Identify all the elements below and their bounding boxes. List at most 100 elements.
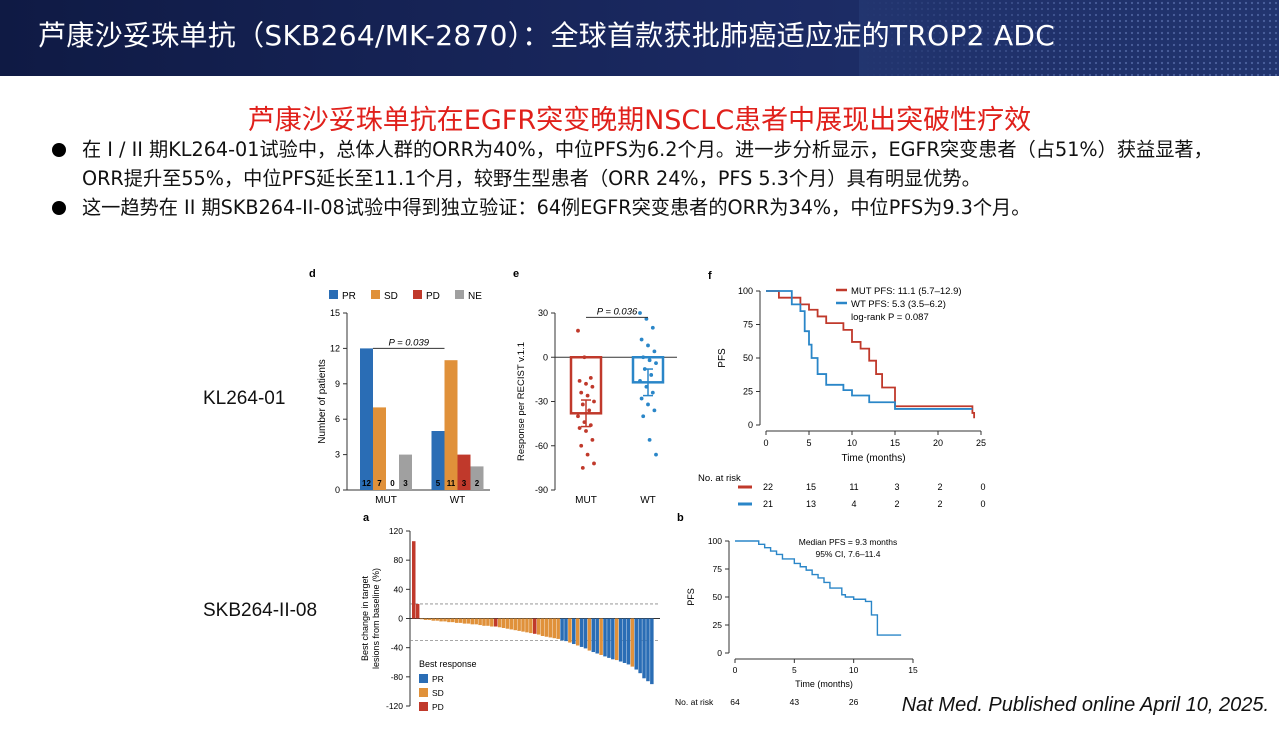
waterfall-bar <box>548 618 553 638</box>
waterfall-bar <box>591 618 596 653</box>
risk-value: 64 <box>730 697 740 707</box>
waterfall-bar <box>544 618 549 637</box>
waterfall-bar <box>482 618 486 626</box>
bullet-text: 这一趋势在 II 期SKB264-II-08试验中得到独立验证：64例EGFR突… <box>82 196 1031 219</box>
x-tick-label: MUT <box>375 495 397 506</box>
data-point <box>638 378 642 383</box>
y-tick-label: 50 <box>743 353 753 363</box>
median-annotation: 95% CI, 7.6–11.4 <box>815 549 880 559</box>
km-curve-wt <box>766 290 973 410</box>
waterfall-bar <box>509 618 514 630</box>
data-point <box>649 373 654 377</box>
waterfall-bar <box>470 618 475 625</box>
bar-value-label: 12 <box>362 479 371 488</box>
risk-value: 15 <box>806 482 816 492</box>
y-tick-label: 6 <box>335 414 340 424</box>
chart-panel-f: f 0 25 50 75 100 0 5 10 15 20 25 Time (months) PFS MUT… <box>696 265 1001 510</box>
bar-value-label: 7 <box>377 479 382 488</box>
waterfall-bar <box>435 618 439 621</box>
risk-value: 43 <box>790 697 800 707</box>
waterfall-bar <box>622 618 627 663</box>
y-tick-label: -80 <box>391 672 404 682</box>
waterfall-bar <box>603 618 607 657</box>
legend-label: SD <box>384 291 398 302</box>
p-value-label: P = 0.039 <box>388 337 429 348</box>
waterfall-bar <box>575 618 580 646</box>
y-axis-label: Response per RECIST v.1.1 <box>516 342 527 461</box>
row-label-kl264: KL264-01 <box>203 388 286 409</box>
risk-value: 0 <box>980 499 985 509</box>
legend-label: PR <box>342 291 356 302</box>
data-point <box>652 349 657 354</box>
data-point <box>654 452 658 457</box>
section-subtitle: 芦康沙妥珠单抗在EGFR突变晚期NSCLC患者中展现出突破性疗效 <box>247 105 1032 136</box>
bullet-dot-icon <box>52 143 66 157</box>
data-point <box>642 367 647 371</box>
data-point <box>641 414 646 419</box>
legend-label: SD <box>432 688 444 698</box>
chart-panel-a: a 120 80 40 0 -40 -80 -120 Best change in target… <box>355 511 665 716</box>
risk-value: 4 <box>851 499 856 509</box>
data-point <box>646 343 650 348</box>
legend-swatch <box>419 702 428 711</box>
legend-swatch <box>413 290 422 299</box>
waterfall-bar <box>560 618 564 641</box>
data-point <box>577 378 582 383</box>
x-tick-label: 15 <box>890 438 900 448</box>
waterfall-bar <box>423 618 428 620</box>
data-point <box>580 465 585 470</box>
y-axis-label-line2: lesions from baseline (%) <box>371 568 381 669</box>
banner-decoration <box>859 0 1279 76</box>
waterfall-bar <box>583 618 588 649</box>
x-tick-label: 25 <box>976 438 986 448</box>
y-tick-label: 0 <box>717 648 722 658</box>
waterfall-bar <box>517 618 521 631</box>
legend-label: NE <box>468 291 482 302</box>
legend-title: Best response <box>419 659 477 669</box>
waterfall-bar <box>505 618 510 629</box>
waterfall-bar <box>415 603 420 619</box>
data-point <box>576 328 580 333</box>
y-tick-label: 9 <box>335 379 340 389</box>
data-point <box>650 390 655 395</box>
chart-a-svg: a 120 80 40 0 -40 -80 -120 Best change in target… <box>360 512 660 712</box>
y-tick-label: 100 <box>708 536 722 546</box>
data-point <box>584 381 588 386</box>
waterfall-bar <box>462 618 467 624</box>
x-tick-label: 10 <box>849 665 859 675</box>
waterfall-bar <box>607 618 611 658</box>
data-point <box>639 337 644 342</box>
y-tick-label: -120 <box>386 701 403 711</box>
waterfall-bar <box>587 618 592 651</box>
bullet-item: 这一趋势在 II 期SKB264-II-08试验中得到独立验证：64例EGFR突… <box>52 194 1232 223</box>
waterfall-bar <box>443 618 447 622</box>
waterfall-bar <box>618 618 623 662</box>
waterfall-bar <box>493 618 498 627</box>
y-tick-label: 75 <box>743 320 753 330</box>
data-point <box>588 376 593 380</box>
panel-letter: f <box>708 270 712 282</box>
legend-label: MUT PFS: 11.1 (5.7–12.9) <box>851 286 962 297</box>
data-point <box>646 402 650 407</box>
y-tick-label: -40 <box>391 643 404 653</box>
data-point <box>592 461 596 466</box>
y-tick-label: -30 <box>535 397 548 407</box>
bullet-item: 在 I / II 期KL264-01试验中，总体人群的ORR为40%，中位PFS… <box>52 136 1232 193</box>
y-tick-label: 40 <box>394 584 404 594</box>
chart-b-svg: b 0 25 50 75 100 0 5 10 15 Time (months) PFS Median … <box>675 512 918 707</box>
data-point <box>647 358 652 363</box>
waterfall-bar <box>439 618 443 622</box>
waterfall-bar <box>474 618 478 625</box>
waterfall-bar <box>642 618 646 679</box>
waterfall-bar <box>533 618 537 634</box>
waterfall-bar <box>599 618 603 655</box>
x-tick-label: 10 <box>847 438 857 448</box>
risk-table-title: No. at risk <box>675 697 714 707</box>
waterfall-bar <box>536 618 541 635</box>
waterfall-bar <box>634 618 638 670</box>
bar-value-label: 11 <box>447 479 456 488</box>
data-point <box>577 426 582 430</box>
km-curve <box>735 540 902 636</box>
waterfall-bar <box>595 618 599 654</box>
waterfall-bar <box>564 618 568 642</box>
